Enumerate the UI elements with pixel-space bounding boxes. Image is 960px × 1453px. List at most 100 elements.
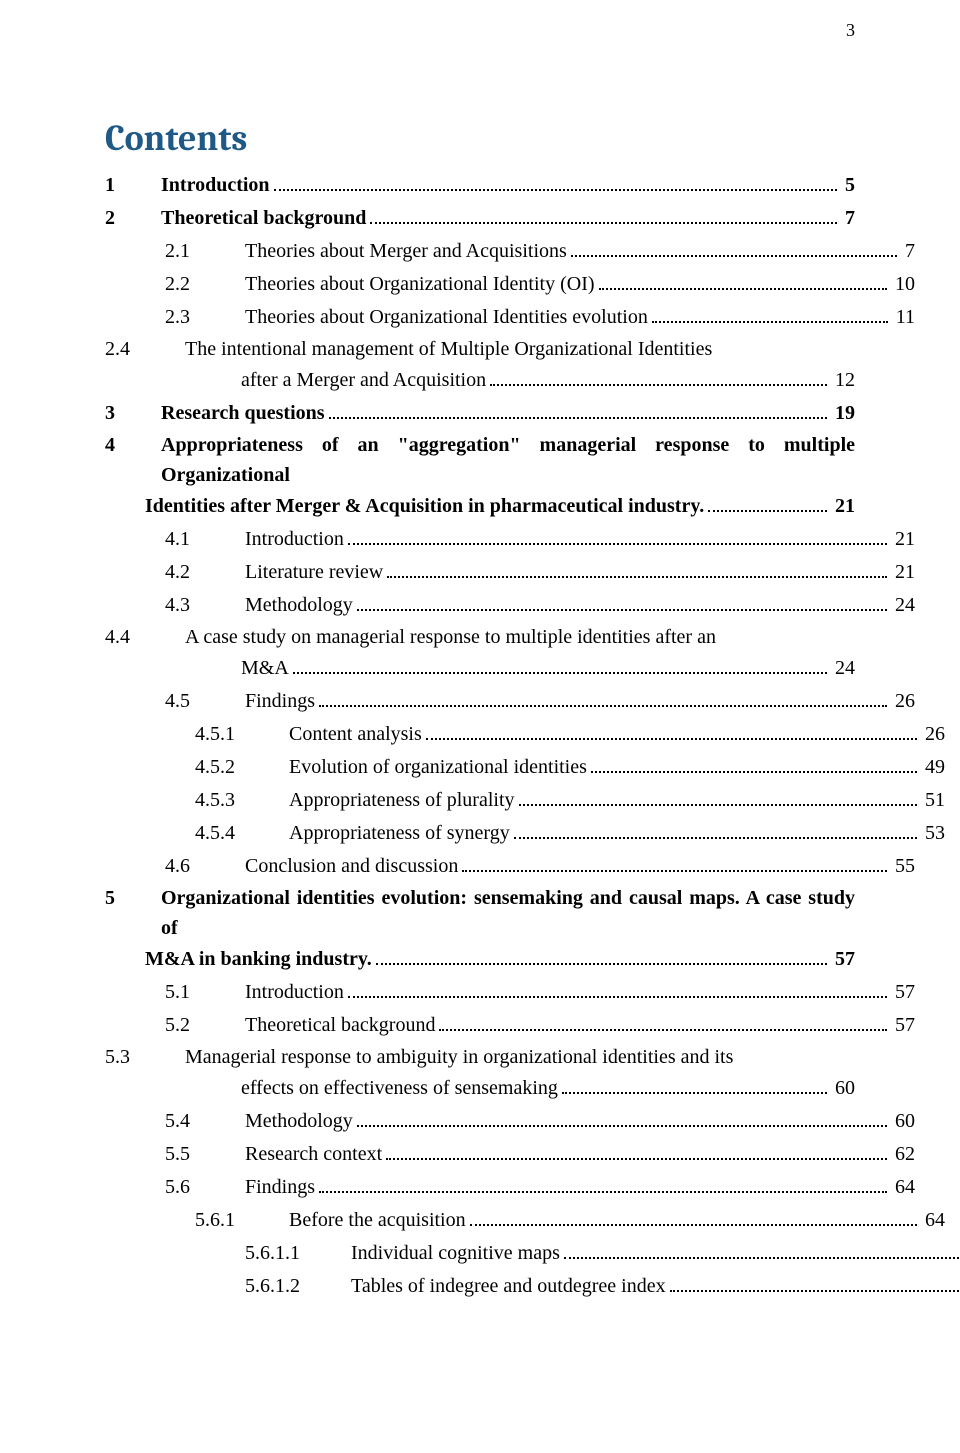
leader-dots bbox=[599, 268, 887, 290]
leader-dots bbox=[652, 301, 888, 323]
toc-title: A case study on managerial response to m… bbox=[185, 622, 716, 652]
toc-entry: 4.4 A case study on managerial response … bbox=[105, 622, 855, 683]
toc-number: 5.1 bbox=[165, 977, 245, 1007]
toc-page: 60 bbox=[831, 1073, 855, 1103]
toc-title: Introduction bbox=[245, 524, 344, 554]
toc-page: 10 bbox=[891, 269, 915, 299]
table-of-contents: 1 Introduction 5 2 Theoretical backgroun… bbox=[105, 169, 855, 1301]
toc-number: 4.5.1 bbox=[195, 719, 289, 749]
toc-number: 4 bbox=[105, 430, 161, 460]
leader-dots bbox=[274, 169, 837, 191]
toc-number: 4.6 bbox=[165, 851, 245, 881]
leader-dots bbox=[426, 718, 917, 740]
toc-entry: 5.5 Research context 62 bbox=[165, 1138, 915, 1169]
toc-page: 51 bbox=[921, 785, 945, 815]
leader-dots bbox=[514, 817, 917, 839]
toc-title: The intentional management of Multiple O… bbox=[185, 334, 712, 364]
leader-dots bbox=[571, 235, 897, 257]
toc-title: Methodology bbox=[245, 590, 353, 620]
toc-title: Theories about Organizational Identity (… bbox=[245, 269, 595, 299]
contents-heading: Contents bbox=[105, 118, 855, 159]
leader-dots bbox=[348, 976, 887, 998]
toc-number: 4.4 bbox=[105, 622, 185, 652]
toc-title: Appropriateness of plurality bbox=[289, 785, 515, 815]
toc-number: 5.6.1.1 bbox=[245, 1238, 351, 1268]
leader-dots bbox=[470, 1204, 917, 1226]
toc-number: 5.6 bbox=[165, 1172, 245, 1202]
toc-number: 2.2 bbox=[165, 269, 245, 299]
toc-entry: 2.2 Theories about Organizational Identi… bbox=[165, 268, 915, 299]
toc-page: 21 bbox=[831, 491, 855, 521]
toc-page: 24 bbox=[891, 590, 915, 620]
toc-page: 60 bbox=[891, 1106, 915, 1136]
leader-dots bbox=[357, 589, 887, 611]
toc-entry: 2.3 Theories about Organizational Identi… bbox=[165, 301, 915, 332]
toc-entry: 5.4 Methodology 60 bbox=[165, 1105, 915, 1136]
toc-entry: 5.1 Introduction 57 bbox=[165, 976, 915, 1007]
toc-entry: 5.6.1 Before the acquisition 64 bbox=[195, 1204, 945, 1235]
toc-page: 12 bbox=[831, 365, 855, 395]
toc-title-cont: Identities after Merger & Acquisition in… bbox=[145, 491, 704, 521]
toc-number: 4.5.4 bbox=[195, 818, 289, 848]
toc-title: Theoretical background bbox=[245, 1010, 435, 1040]
toc-number: 3 bbox=[105, 398, 161, 428]
toc-entry: 4.2 Literature review 21 bbox=[165, 556, 915, 587]
leader-dots bbox=[293, 652, 827, 674]
toc-number: 5.6.1 bbox=[195, 1205, 289, 1235]
toc-page: 57 bbox=[891, 1010, 915, 1040]
toc-title: Organizational identities evolution: sen… bbox=[161, 883, 855, 943]
leader-dots bbox=[462, 850, 887, 872]
toc-title: Findings bbox=[245, 1172, 315, 1202]
toc-entry: 4.3 Methodology 24 bbox=[165, 589, 915, 620]
leader-dots bbox=[564, 1237, 960, 1259]
leader-dots bbox=[376, 943, 827, 965]
toc-number: 4.3 bbox=[165, 590, 245, 620]
toc-entry: 5.6 Findings 64 bbox=[165, 1171, 915, 1202]
leader-dots bbox=[439, 1009, 887, 1031]
toc-title-cont: M&A in banking industry. bbox=[145, 944, 372, 974]
leader-dots bbox=[387, 556, 887, 578]
page-number: 3 bbox=[846, 20, 855, 41]
toc-number: 5.3 bbox=[105, 1042, 185, 1072]
toc-page: 55 bbox=[891, 851, 915, 881]
toc-entry: 4.6 Conclusion and discussion 55 bbox=[165, 850, 915, 881]
leader-dots bbox=[357, 1105, 887, 1127]
toc-title: Evolution of organizational identities bbox=[289, 752, 587, 782]
toc-title-cont: effects on effectiveness of sensemaking bbox=[241, 1073, 558, 1103]
toc-title: Before the acquisition bbox=[289, 1205, 466, 1235]
toc-page: 64 bbox=[891, 1172, 915, 1202]
toc-page: 57 bbox=[831, 944, 855, 974]
toc-number: 5.4 bbox=[165, 1106, 245, 1136]
leader-dots bbox=[519, 784, 918, 806]
leader-dots bbox=[370, 202, 837, 224]
toc-number: 4.5 bbox=[165, 686, 245, 716]
toc-page: 57 bbox=[891, 977, 915, 1007]
toc-page: 26 bbox=[921, 719, 945, 749]
leader-dots bbox=[386, 1138, 887, 1160]
toc-title: Methodology bbox=[245, 1106, 353, 1136]
leader-dots bbox=[490, 364, 827, 386]
toc-title: Research questions bbox=[161, 398, 325, 428]
toc-entry: 2.4 The intentional management of Multip… bbox=[105, 334, 855, 395]
toc-title: Appropriateness of synergy bbox=[289, 818, 510, 848]
toc-page: 49 bbox=[921, 752, 945, 782]
toc-title-cont: after a Merger and Acquisition bbox=[241, 365, 486, 395]
toc-title: Introduction bbox=[161, 170, 270, 200]
toc-page: 7 bbox=[841, 203, 855, 233]
toc-entry: 4 Appropriateness of an "aggregation" ma… bbox=[105, 430, 855, 521]
toc-title: Introduction bbox=[245, 977, 344, 1007]
toc-number: 5 bbox=[105, 883, 161, 913]
leader-dots bbox=[329, 397, 827, 419]
toc-page: 26 bbox=[891, 686, 915, 716]
toc-number: 4.2 bbox=[165, 557, 245, 587]
toc-entry: 3 Research questions 19 bbox=[105, 397, 855, 428]
toc-title: Tables of indegree and outdegree index bbox=[351, 1271, 666, 1301]
toc-number: 1 bbox=[105, 170, 161, 200]
toc-title-cont: M&A bbox=[241, 653, 289, 683]
leader-dots bbox=[319, 1171, 887, 1193]
toc-title: Appropriateness of an "aggregation" mana… bbox=[161, 430, 855, 490]
toc-title: Managerial response to ambiguity in orga… bbox=[185, 1042, 733, 1072]
leader-dots bbox=[670, 1270, 960, 1292]
toc-page: 5 bbox=[841, 170, 855, 200]
leader-dots bbox=[708, 490, 827, 512]
